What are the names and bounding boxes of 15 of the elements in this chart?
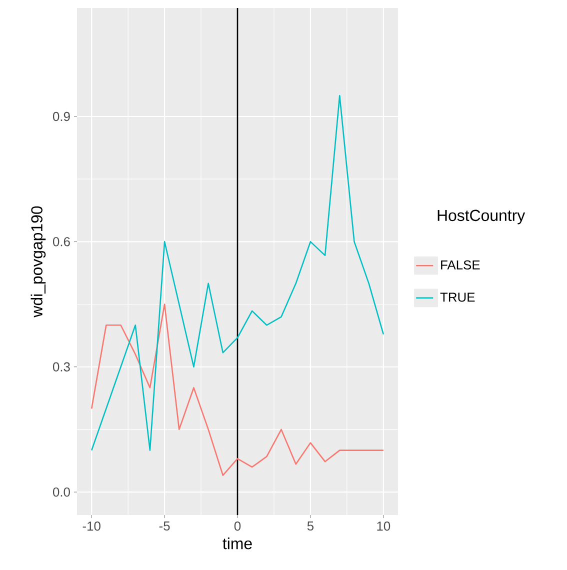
y-axis-title: wdi_povgap190	[30, 206, 46, 318]
y-tick-label: 0.3	[52, 362, 70, 372]
y-tick-label: 0.6	[52, 237, 70, 246]
x-axis-title: time	[222, 538, 252, 550]
legend-title: HostCountry	[438, 210, 526, 224]
x-tick-label: 10	[377, 522, 390, 531]
x-tick-label: 5	[307, 522, 314, 531]
x-tick-label: -10	[82, 522, 100, 531]
x-tick-label: 0	[234, 522, 241, 531]
line-series	[90, 94, 384, 451]
y-tick-label: 0.9	[52, 112, 70, 122]
legend-label: TRUE	[440, 292, 475, 302]
legend-label: FALSE	[441, 260, 480, 270]
y-tick-label: 0.0	[52, 487, 70, 497]
x-tick-label: -5	[159, 522, 170, 531]
